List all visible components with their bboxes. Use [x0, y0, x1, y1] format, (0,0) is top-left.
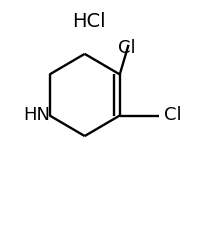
- Text: Cl: Cl: [164, 106, 181, 125]
- Text: HCl: HCl: [72, 12, 106, 31]
- Text: Cl: Cl: [117, 39, 135, 57]
- Text: HN: HN: [23, 106, 50, 125]
